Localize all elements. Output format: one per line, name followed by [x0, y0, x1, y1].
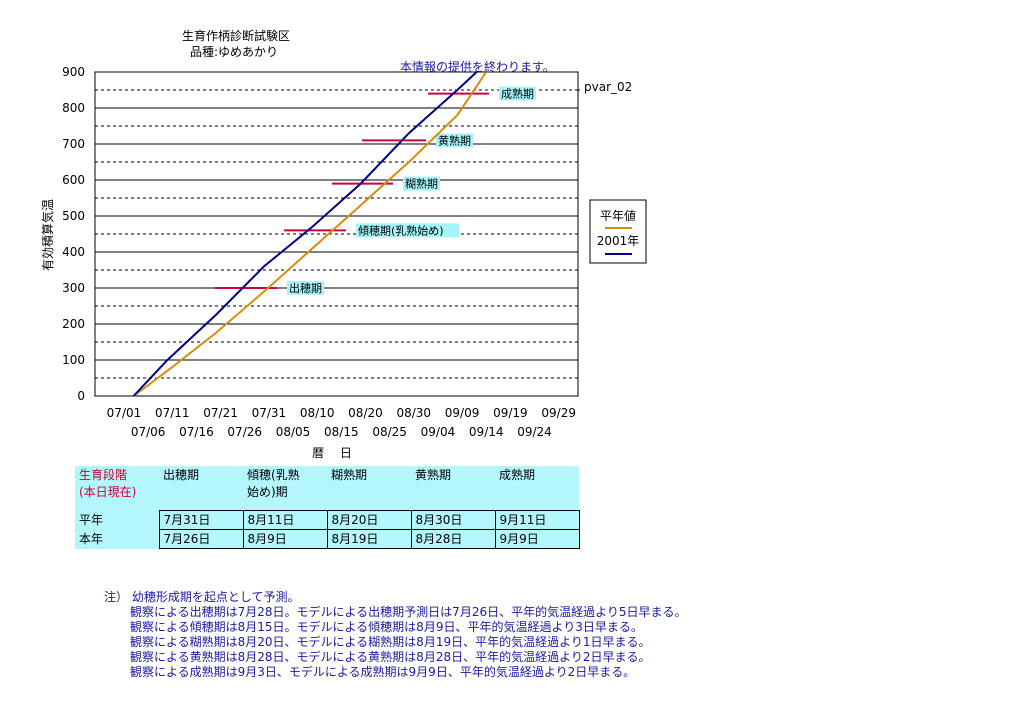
- x-tick-label: 07/06: [131, 425, 166, 439]
- series-line: [132, 71, 478, 397]
- y-tick-label: 700: [62, 137, 85, 151]
- stage-label: 黄熟期: [438, 133, 471, 147]
- table-cell: 7月26日: [158, 529, 244, 549]
- x-tick-label: 08/20: [348, 406, 383, 420]
- stage-label: 糊熟期: [405, 177, 438, 191]
- table-cell: 8月19日: [326, 529, 412, 549]
- row-label: 平年: [75, 510, 159, 530]
- table-cell: 8月9日: [242, 529, 328, 549]
- x-tick-label: 09/09: [445, 406, 480, 420]
- stage-header-konjuku: 糊熟期: [327, 466, 411, 511]
- stage-label-bg: [436, 133, 473, 148]
- note-line: 観察による黄熟期は8月28日、モデルによる黄熟期は8月28日、平年的気温経過より…: [130, 650, 651, 664]
- table-row: 本年 7月26日 8月9日 8月19日 8月28日 9月9日: [75, 529, 580, 549]
- end-message: 本情報の提供を終わります。: [400, 59, 555, 74]
- x-tick-label: 07/01: [107, 406, 142, 420]
- stage-label-bg: [287, 281, 324, 295]
- plot-grid: [94, 71, 580, 397]
- stage-label: 傾穂期(乳熟始め): [358, 223, 444, 237]
- stage-markers: 出穂期 傾穂期(乳熟始め) 糊熟期 黄熟期 成熟期: [215, 86, 536, 295]
- table-cell: 8月20日: [326, 510, 412, 530]
- stage-header-keisui: 傾穂(乳熟 始め)期: [243, 466, 327, 511]
- x-tick-label: 08/15: [324, 425, 359, 439]
- x-axis: 07/01 07/11 07/21 07/31 08/10 08/20 08/30 09/09…: [107, 406, 576, 439]
- legend: 平年値 2001年: [589, 199, 647, 264]
- table-row: 平年 7月31日 8月11日 8月20日 8月30日 9月11日: [75, 510, 580, 530]
- series-lines: [132, 71, 488, 397]
- stage-table: 生育段階 (本日現在) 出穂期 傾穂(乳熟 始め)期 糊熟期 黄熟期 成熟期 平…: [75, 466, 580, 549]
- series-line: [133, 71, 488, 397]
- stage-header-label: 生育段階 (本日現在): [75, 466, 159, 511]
- y-tick-label: 400: [62, 245, 85, 259]
- note-line: 観察による出穂期は7月28日。モデルによる出穂期予測日は7月26日、平年的気温経…: [130, 605, 687, 619]
- xlabel: 暦 日: [312, 446, 358, 460]
- chart-subtitle: 品種:ゆめあかり: [190, 45, 278, 59]
- legend-label-heinen: 平年値: [600, 208, 636, 223]
- ylabel: 有効積算気温: [40, 199, 55, 271]
- stage-header-heading: 出穂期: [159, 466, 243, 511]
- x-tick-label: 08/25: [372, 425, 407, 439]
- x-tick-label: 09/24: [517, 425, 552, 439]
- stage-label-bg: [356, 223, 459, 238]
- y-tick-label: 900: [62, 65, 85, 79]
- note-line: 観察による糊熟期は8月20日、モデルによる糊熟期は8月19日、平年的気温経過より…: [130, 635, 651, 649]
- table-cell: 8月28日: [410, 529, 496, 549]
- y-tick-label: 800: [62, 101, 85, 115]
- table-cell: 9月9日: [494, 529, 580, 549]
- chart: 生育作柄診断試験区 品種:ゆめあかり 有効積算気温 暦 日 0 100 200 300…: [40, 28, 647, 460]
- stage-label-bg: [403, 176, 440, 191]
- notes-head: 注） 幼穂形成期を起点として予測。: [104, 590, 300, 604]
- y-tick-label: 100: [62, 353, 85, 367]
- stage-label-bg: [499, 86, 536, 101]
- x-tick-label: 07/31: [252, 406, 287, 420]
- y-tick-label: 600: [62, 173, 85, 187]
- y-tick-label: 500: [62, 209, 85, 223]
- notes: 注） 幼穂形成期を起点として予測。 観察による出穂期は7月28日。モデルによる出…: [104, 590, 687, 680]
- row-label: 本年: [75, 529, 159, 549]
- x-tick-label: 07/21: [203, 406, 238, 420]
- stage-header-koujuku: 黄熟期: [411, 466, 495, 511]
- x-tick-label: 09/19: [493, 406, 528, 420]
- table-cell: 7月31日: [158, 510, 244, 530]
- x-tick-label: 08/10: [300, 406, 335, 420]
- x-tick-label: 09/29: [541, 406, 576, 420]
- x-tick-label: 08/30: [396, 406, 431, 420]
- x-tick-label: 09/04: [421, 425, 456, 439]
- x-tick-label: 08/05: [276, 425, 311, 439]
- note-line: 観察による傾穂期は8月15日。モデルによる傾穂期は8月9日、平年的気温経過より3…: [130, 620, 643, 634]
- stage-label: 成熟期: [501, 87, 534, 101]
- x-tick-label: 07/26: [227, 425, 262, 439]
- reference-label: pvar_02: [584, 80, 632, 94]
- x-tick-label: 07/11: [155, 406, 190, 420]
- table-cell: 8月30日: [410, 510, 496, 530]
- table-cell: 9月11日: [494, 510, 580, 530]
- legend-label-2001: 2001年: [597, 234, 640, 248]
- y-tick-label: 300: [62, 281, 85, 295]
- stage-label: 出穂期: [289, 281, 322, 295]
- note-line: 観察による成熟期は9月3日、モデルによる成熟期は9月9日、平年的気温経過より2日…: [130, 665, 636, 679]
- y-axis: 0 100 200 300 400 500 600 700 800 900: [62, 65, 85, 403]
- stage-header-seijuku: 成熟期: [495, 466, 579, 511]
- x-tick-label: 09/14: [469, 425, 504, 439]
- y-tick-label: 0: [77, 389, 85, 403]
- chart-title: 生育作柄診断試験区: [182, 28, 290, 43]
- x-tick-label: 07/16: [179, 425, 214, 439]
- stage-table-header: 生育段階 (本日現在) 出穂期 傾穂(乳熟 始め)期 糊熟期 黄熟期 成熟期: [75, 466, 579, 511]
- y-tick-label: 200: [62, 317, 85, 331]
- table-cell: 8月11日: [242, 510, 328, 530]
